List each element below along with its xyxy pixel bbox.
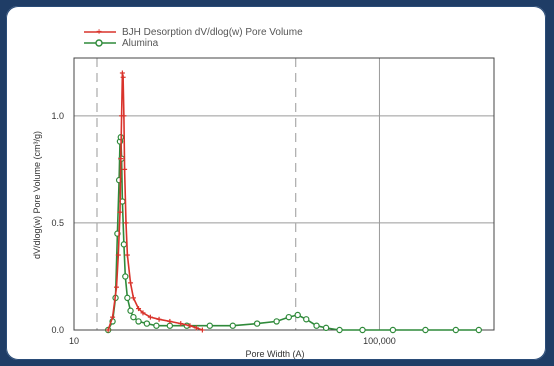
alumina-data-point (120, 241, 128, 248)
bjh-data-point (136, 306, 142, 312)
alumina-data-point (359, 326, 366, 334)
bjh-data-point (115, 252, 121, 258)
alumina-data-point (303, 316, 310, 323)
alumina-data-point (452, 326, 460, 334)
bjh-data-point (147, 314, 153, 320)
bjh-data-point (120, 74, 126, 80)
bjh-data-point (167, 318, 173, 324)
alumina-data-point (229, 322, 236, 329)
svg-text:+: + (96, 27, 102, 38)
chart-card (6, 6, 546, 360)
legend-label-bjh: BJH Desorption dV/dlog(w) Pore Volume (122, 27, 303, 38)
bjh-data-point (124, 252, 130, 258)
alumina-data-point (422, 326, 429, 334)
bjh-data-point (199, 327, 205, 333)
alumina-data-point (336, 326, 343, 334)
alumina-data-point (135, 318, 142, 325)
alumina-data-point (294, 311, 301, 319)
legend-label-alumina: Alumina (122, 38, 159, 49)
bjh-data-point (105, 327, 111, 333)
alumina-data-point (124, 294, 131, 302)
grid (74, 58, 494, 330)
alumina-data-point (122, 273, 129, 280)
bjh-data-point (140, 310, 146, 316)
bjh-data-point (113, 284, 119, 290)
tick-labels: 0.0 0.5 1.0 10 100,000 (51, 111, 395, 346)
bjh-data-point (121, 113, 127, 119)
bjh-data-point (122, 166, 128, 172)
legend: + BJH Desorption dV/dlog(w) Pore Volume … (84, 27, 303, 49)
alumina-data-point (313, 322, 320, 329)
plot-frame (73, 57, 495, 331)
series-layer (104, 70, 483, 334)
alumina-data-point (273, 318, 280, 325)
y-tick-label: 0.5 (51, 218, 64, 228)
bjh-data-point (156, 316, 162, 322)
alumina-data-point (253, 320, 261, 327)
alumina-data-point (285, 313, 293, 321)
alumina-data-point (130, 313, 137, 321)
alumina-data-point (143, 320, 151, 327)
bjh-data-point (193, 325, 199, 331)
alumina-data-point (206, 322, 213, 329)
bjh-data-point (123, 220, 129, 226)
bjh-data-point (118, 156, 124, 162)
y-axis-title: dV/dlog(w) Pore Volume (cm³/g) (32, 131, 42, 259)
x-axis-title: Pore Width (A) (245, 349, 304, 359)
alumina-data-point (475, 326, 483, 334)
bjh-data-point (128, 280, 134, 286)
y-tick-label: 1.0 (51, 111, 64, 121)
alumina-data-point (127, 307, 134, 314)
alumina-data-point (322, 324, 330, 332)
y-tick-label: 0.0 (51, 325, 64, 335)
x-tick-label: 10 (69, 336, 79, 346)
bjh-data-point (119, 70, 125, 76)
bjh-data-point (130, 295, 136, 301)
bjh-data-point (110, 314, 116, 320)
x-tick-label: 100,000 (363, 336, 396, 346)
bjh-data-point (178, 321, 184, 327)
alumina-data-point (153, 322, 160, 329)
alumina-data-point (389, 326, 397, 334)
series-line-1 (107, 137, 479, 331)
bjh-data-point (187, 323, 193, 329)
bjh-data-point (117, 209, 123, 215)
